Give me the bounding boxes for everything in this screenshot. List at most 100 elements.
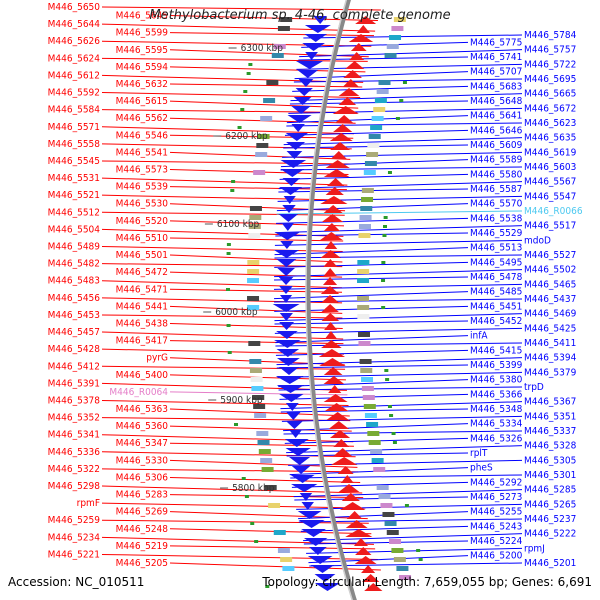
cog-block bbox=[370, 125, 383, 130]
cog-block bbox=[368, 134, 381, 139]
forward-gene-arrow bbox=[320, 250, 341, 258]
gene-label: M446_5545 bbox=[48, 156, 100, 167]
gene-label: M446_5538 bbox=[470, 213, 523, 224]
label-leader-line bbox=[286, 122, 523, 127]
gene-label: M446_5632 bbox=[116, 79, 168, 90]
gene-label: M446_5573 bbox=[116, 165, 168, 176]
gene-label: M446_5472 bbox=[116, 267, 168, 278]
rna-marker bbox=[402, 81, 407, 84]
gene-label: M446_5363 bbox=[116, 404, 168, 415]
cog-block bbox=[357, 305, 370, 310]
label-leader-line bbox=[279, 173, 469, 180]
leader-lines bbox=[101, 6, 523, 571]
gene-label: M446_5722 bbox=[524, 59, 576, 70]
label-leader-line bbox=[169, 408, 350, 417]
forward-gene-arrow bbox=[330, 142, 350, 150]
label-leader-line bbox=[101, 314, 343, 319]
cog-block bbox=[357, 260, 370, 265]
label-leader-line bbox=[101, 40, 372, 47]
cog-block bbox=[386, 44, 399, 49]
reverse-gene-arrow bbox=[310, 565, 335, 573]
forward-gene-arrow bbox=[326, 412, 349, 420]
rna-marker bbox=[385, 378, 390, 381]
gene-label: M446_5495 bbox=[470, 257, 522, 268]
forward-gene-arrow bbox=[324, 322, 338, 330]
scale-tick-label: 6300 kbp bbox=[241, 43, 284, 54]
label-leader-line bbox=[280, 408, 469, 413]
rna-marker bbox=[244, 495, 249, 498]
cog-block bbox=[273, 530, 286, 535]
forward-gene-arrow bbox=[323, 223, 341, 231]
gene-label: M446_5248 bbox=[116, 524, 169, 535]
label-leader-line bbox=[101, 417, 351, 422]
gene-label: M446_5237 bbox=[524, 514, 576, 525]
forward-gene-arrow bbox=[364, 583, 383, 591]
scale-tick-label: 6100 kbp bbox=[217, 219, 260, 230]
label-leader-line bbox=[101, 57, 368, 62]
cog-block bbox=[268, 503, 281, 508]
cog-block bbox=[280, 557, 293, 562]
cog-block bbox=[380, 503, 393, 508]
gene-label: M446_5347 bbox=[116, 438, 168, 449]
cog-block bbox=[358, 332, 371, 337]
cog-block bbox=[249, 368, 262, 373]
reverse-gene-arrow bbox=[276, 358, 300, 366]
reverse-gene-arrow bbox=[301, 529, 327, 537]
gene-label: M446_5646 bbox=[470, 125, 523, 136]
reverse-gene-arrow bbox=[275, 376, 304, 384]
label-leader-line bbox=[296, 503, 523, 510]
cog-block bbox=[384, 53, 397, 58]
label-leader-line bbox=[169, 494, 364, 499]
forward-gene-arrow bbox=[320, 232, 343, 240]
label-leader-line bbox=[300, 525, 469, 532]
gene-label: rplT bbox=[470, 448, 488, 459]
label-leader-line bbox=[278, 379, 469, 388]
reverse-gene-arrow bbox=[279, 322, 295, 330]
cog-block bbox=[266, 80, 279, 85]
gene-label: M446_5200 bbox=[470, 551, 523, 562]
rna-marker bbox=[383, 225, 388, 228]
cog-block bbox=[378, 80, 391, 85]
rna-marker bbox=[234, 423, 239, 426]
forward-gene-arrow bbox=[334, 115, 354, 123]
forward-gene-arrow bbox=[353, 538, 369, 546]
gene-label: M446_5352 bbox=[48, 413, 100, 424]
rna-marker bbox=[230, 189, 235, 192]
forward-gene-arrow bbox=[324, 331, 338, 339]
label-leader-line bbox=[273, 283, 523, 290]
cog-block bbox=[373, 467, 386, 472]
gene-label: M446_5219 bbox=[116, 541, 169, 552]
gene-label: M446_5683 bbox=[470, 81, 522, 92]
gene-label: M446_5366 bbox=[470, 389, 523, 400]
rna-marker bbox=[381, 279, 386, 282]
cog-block bbox=[256, 431, 269, 436]
label-leader-line bbox=[169, 425, 352, 432]
cog-block bbox=[357, 314, 370, 319]
forward-gene-arrow bbox=[320, 295, 340, 303]
cog-block bbox=[364, 413, 377, 418]
forward-gene-arrow bbox=[323, 205, 343, 213]
gene-label: M446_5379 bbox=[524, 367, 577, 378]
label-leader-line bbox=[169, 528, 372, 535]
rna-marker bbox=[382, 234, 387, 237]
gene-label: M446_5483 bbox=[48, 276, 100, 287]
rna-marker bbox=[387, 405, 392, 408]
reverse-gene-arrow bbox=[276, 385, 305, 393]
cog-block bbox=[253, 404, 266, 409]
reverse-gene-arrow bbox=[276, 259, 297, 267]
reverse-gene-arrow bbox=[289, 457, 311, 465]
forward-gene-arrow bbox=[356, 25, 370, 33]
rna-marker bbox=[231, 180, 236, 183]
gene-label: M446_5599 bbox=[116, 28, 169, 39]
cog-block bbox=[370, 449, 383, 454]
rna-marker bbox=[246, 72, 251, 75]
gene-label: M446_5513 bbox=[470, 243, 522, 254]
forward-gene-arrow bbox=[325, 187, 344, 195]
label-leader-line bbox=[277, 195, 523, 202]
reverse-gene-arrow bbox=[279, 295, 293, 303]
forward-gene-arrow bbox=[350, 43, 367, 51]
cog-block bbox=[264, 485, 277, 490]
gene-label: M446_5672 bbox=[524, 103, 576, 114]
forward-gene-arrow bbox=[346, 511, 363, 519]
label-leader-line bbox=[274, 305, 469, 312]
